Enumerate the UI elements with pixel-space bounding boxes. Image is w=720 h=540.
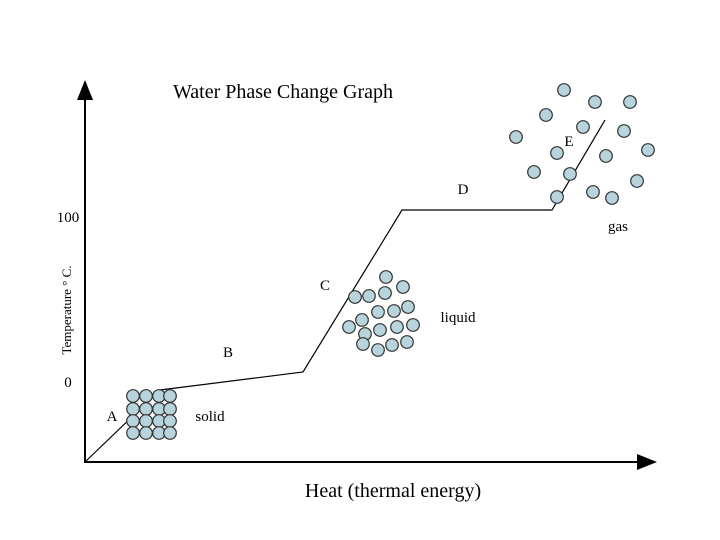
particle — [641, 143, 655, 157]
particle — [588, 95, 602, 109]
particle — [617, 124, 631, 138]
particle — [599, 149, 613, 163]
particle — [139, 426, 153, 440]
title: Water Phase Change Graph — [173, 81, 393, 103]
y-axis-label: Temperature ° C. — [59, 265, 74, 354]
particle — [557, 83, 571, 97]
particle — [509, 130, 523, 144]
particle — [387, 304, 401, 318]
y-tick-label: 100 — [57, 210, 80, 226]
particle — [390, 320, 404, 334]
particle — [630, 174, 644, 188]
point-label: C — [320, 278, 330, 294]
particle — [385, 338, 399, 352]
particle — [342, 320, 356, 334]
particle — [605, 191, 619, 205]
particle — [586, 185, 600, 199]
particle — [355, 313, 369, 327]
particle — [348, 290, 362, 304]
particle — [139, 414, 153, 428]
y-tick-label: 0 — [64, 375, 72, 391]
particle — [563, 167, 577, 181]
particle — [378, 286, 392, 300]
state-label: solid — [195, 409, 225, 425]
particle — [126, 414, 140, 428]
particle — [373, 323, 387, 337]
particle — [371, 305, 385, 319]
point-label: D — [458, 182, 469, 198]
particle — [576, 120, 590, 134]
particle — [527, 165, 541, 179]
particle — [163, 389, 177, 403]
particle — [126, 402, 140, 416]
state-label: liquid — [440, 310, 476, 326]
particle — [126, 426, 140, 440]
particle — [126, 389, 140, 403]
particle — [371, 343, 385, 357]
particle — [406, 318, 420, 332]
point-label: B — [223, 345, 233, 361]
particle — [139, 389, 153, 403]
particle — [401, 300, 415, 314]
particle — [400, 335, 414, 349]
particle — [396, 280, 410, 294]
x-axis-label: Heat (thermal energy) — [305, 480, 481, 502]
state-label: gas — [608, 219, 628, 235]
particle — [139, 402, 153, 416]
particle — [163, 414, 177, 428]
particle — [550, 190, 564, 204]
particle — [550, 146, 564, 160]
particles — [126, 83, 655, 440]
particle — [539, 108, 553, 122]
particle — [379, 270, 393, 284]
particle — [163, 426, 177, 440]
particle — [362, 289, 376, 303]
point-label: E — [564, 134, 573, 150]
particle — [163, 402, 177, 416]
point-label: A — [107, 409, 118, 425]
particle — [356, 337, 370, 351]
particle — [623, 95, 637, 109]
